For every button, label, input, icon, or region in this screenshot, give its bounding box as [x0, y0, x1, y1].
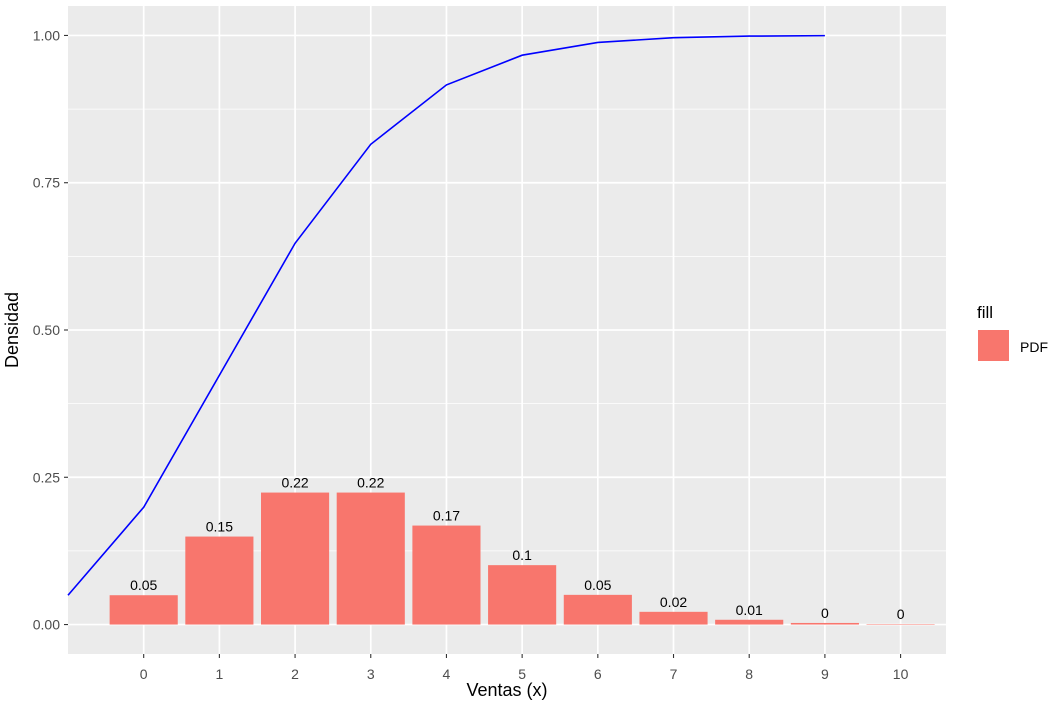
x-axis-title: Ventas (x) [466, 680, 547, 700]
x-axis: 0 1 2 3 4 5 6 7 8 9 10 [140, 654, 909, 682]
y-axis-title: Densidad [2, 292, 22, 368]
legend-key-pdf [978, 330, 1009, 361]
x-tick-label: 6 [594, 666, 602, 682]
bar-data-label: 0.02 [660, 594, 687, 610]
bar [715, 619, 784, 625]
legend: fill PDF [977, 303, 1048, 361]
y-tick-label: 1.00 [33, 27, 60, 43]
cdf-line [67, 34, 825, 596]
legend-label-pdf: PDF [1020, 339, 1048, 355]
bar-data-label: 0.17 [433, 508, 460, 524]
bar-data-label: 0.15 [206, 519, 233, 535]
x-tick-label: 4 [443, 666, 451, 682]
bar-data-label: 0.05 [130, 577, 157, 593]
y-axis: 0.00 0.25 0.50 0.75 1.00 [33, 27, 68, 633]
x-tick-label: 2 [291, 666, 299, 682]
bar [185, 536, 254, 625]
bar [412, 525, 481, 625]
bar [336, 492, 405, 625]
bar [109, 595, 178, 625]
bar-data-label: 0.1 [512, 547, 532, 563]
bar-data-label: 0.22 [281, 475, 308, 491]
x-tick-label: 9 [821, 666, 829, 682]
y-tick-label: 0.00 [33, 617, 60, 633]
x-tick-label: 0 [140, 666, 148, 682]
bar-data-label: 0.05 [584, 577, 611, 593]
bar-data-label: 0.01 [736, 602, 763, 618]
bar [488, 565, 557, 625]
x-tick-label: 3 [367, 666, 375, 682]
legend-title: fill [977, 303, 993, 322]
y-tick-label: 0.50 [33, 322, 60, 338]
bar-data-label: 0.22 [357, 475, 384, 491]
y-tick-label: 0.25 [33, 469, 60, 485]
bar [563, 594, 632, 625]
x-tick-label: 8 [745, 666, 753, 682]
line-series [67, 34, 825, 596]
bar [261, 492, 330, 625]
bar [790, 622, 859, 625]
x-tick-label: 7 [670, 666, 678, 682]
bar-series [109, 492, 935, 625]
bar-data-labels: 0.05 0.15 0.22 0.22 0.17 0.1 0.05 0.02 0.01 0 0 [130, 475, 905, 623]
y-tick-label: 0.75 [33, 175, 60, 191]
bar-data-label: 0 [897, 606, 905, 622]
x-tick-label: 10 [893, 666, 909, 682]
bar [639, 611, 708, 625]
x-tick-label: 5 [518, 666, 526, 682]
bar-data-label: 0 [821, 605, 829, 621]
x-tick-label: 1 [215, 666, 223, 682]
